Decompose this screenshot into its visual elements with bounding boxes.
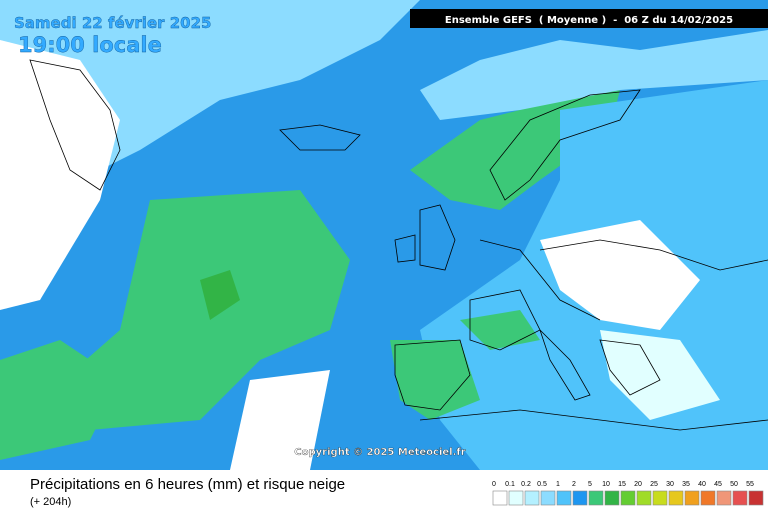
legend-label: 1 xyxy=(556,481,560,488)
legend-swatch xyxy=(636,490,652,506)
time-label: 19:00 locale xyxy=(18,33,162,57)
legend-label: 0 xyxy=(492,481,496,488)
legend-swatch xyxy=(732,490,748,506)
footer-title: Précipitations en 6 heures (mm) et risqu… xyxy=(30,476,345,493)
legend-swatch xyxy=(652,490,668,506)
legend: 0 0.1 0.2 0.5 1 2 5 10 15 20 25 30 35 40 45 50 55 xyxy=(492,481,764,506)
legend-swatch xyxy=(572,490,588,506)
legend-label: 50 xyxy=(730,481,738,488)
legend-swatch xyxy=(620,490,636,506)
legend-label: 0.1 xyxy=(505,481,515,488)
legend-label: 2 xyxy=(572,481,576,488)
legend-swatch xyxy=(748,490,764,506)
legend-swatch xyxy=(668,490,684,506)
legend-swatch xyxy=(524,490,540,506)
legend-label: 5 xyxy=(588,481,592,488)
legend-swatch xyxy=(556,490,572,506)
legend-swatch xyxy=(508,490,524,506)
legend-label: 0.2 xyxy=(521,481,531,488)
model-box xyxy=(410,9,768,28)
legend-swatch xyxy=(716,490,732,506)
copyright: Copyright © 2025 Meteociel.fr xyxy=(294,447,465,458)
legend-swatch xyxy=(540,490,556,506)
legend-label: 25 xyxy=(650,481,658,488)
legend-label: 30 xyxy=(666,481,674,488)
legend-label: 40 xyxy=(698,481,706,488)
legend-swatch xyxy=(684,490,700,506)
legend-label: 20 xyxy=(634,481,642,488)
legend-swatch xyxy=(588,490,604,506)
date-label: Samedi 22 février 2025 xyxy=(14,14,211,32)
legend-swatch xyxy=(604,490,620,506)
legend-label: 45 xyxy=(714,481,722,488)
legend-label: 15 xyxy=(618,481,626,488)
model-label: Ensemble GEFS ( Moyenne ) - 06 Z du 14/0… xyxy=(445,15,733,26)
precip-map xyxy=(0,0,768,470)
legend-label: 55 xyxy=(746,481,754,488)
legend-label: 0.5 xyxy=(537,481,547,488)
legend-swatch xyxy=(700,490,716,506)
legend-label: 35 xyxy=(682,481,690,488)
footer-lead: (+ 204h) xyxy=(30,496,71,508)
legend-label: 10 xyxy=(602,481,610,488)
legend-swatch xyxy=(492,490,508,506)
